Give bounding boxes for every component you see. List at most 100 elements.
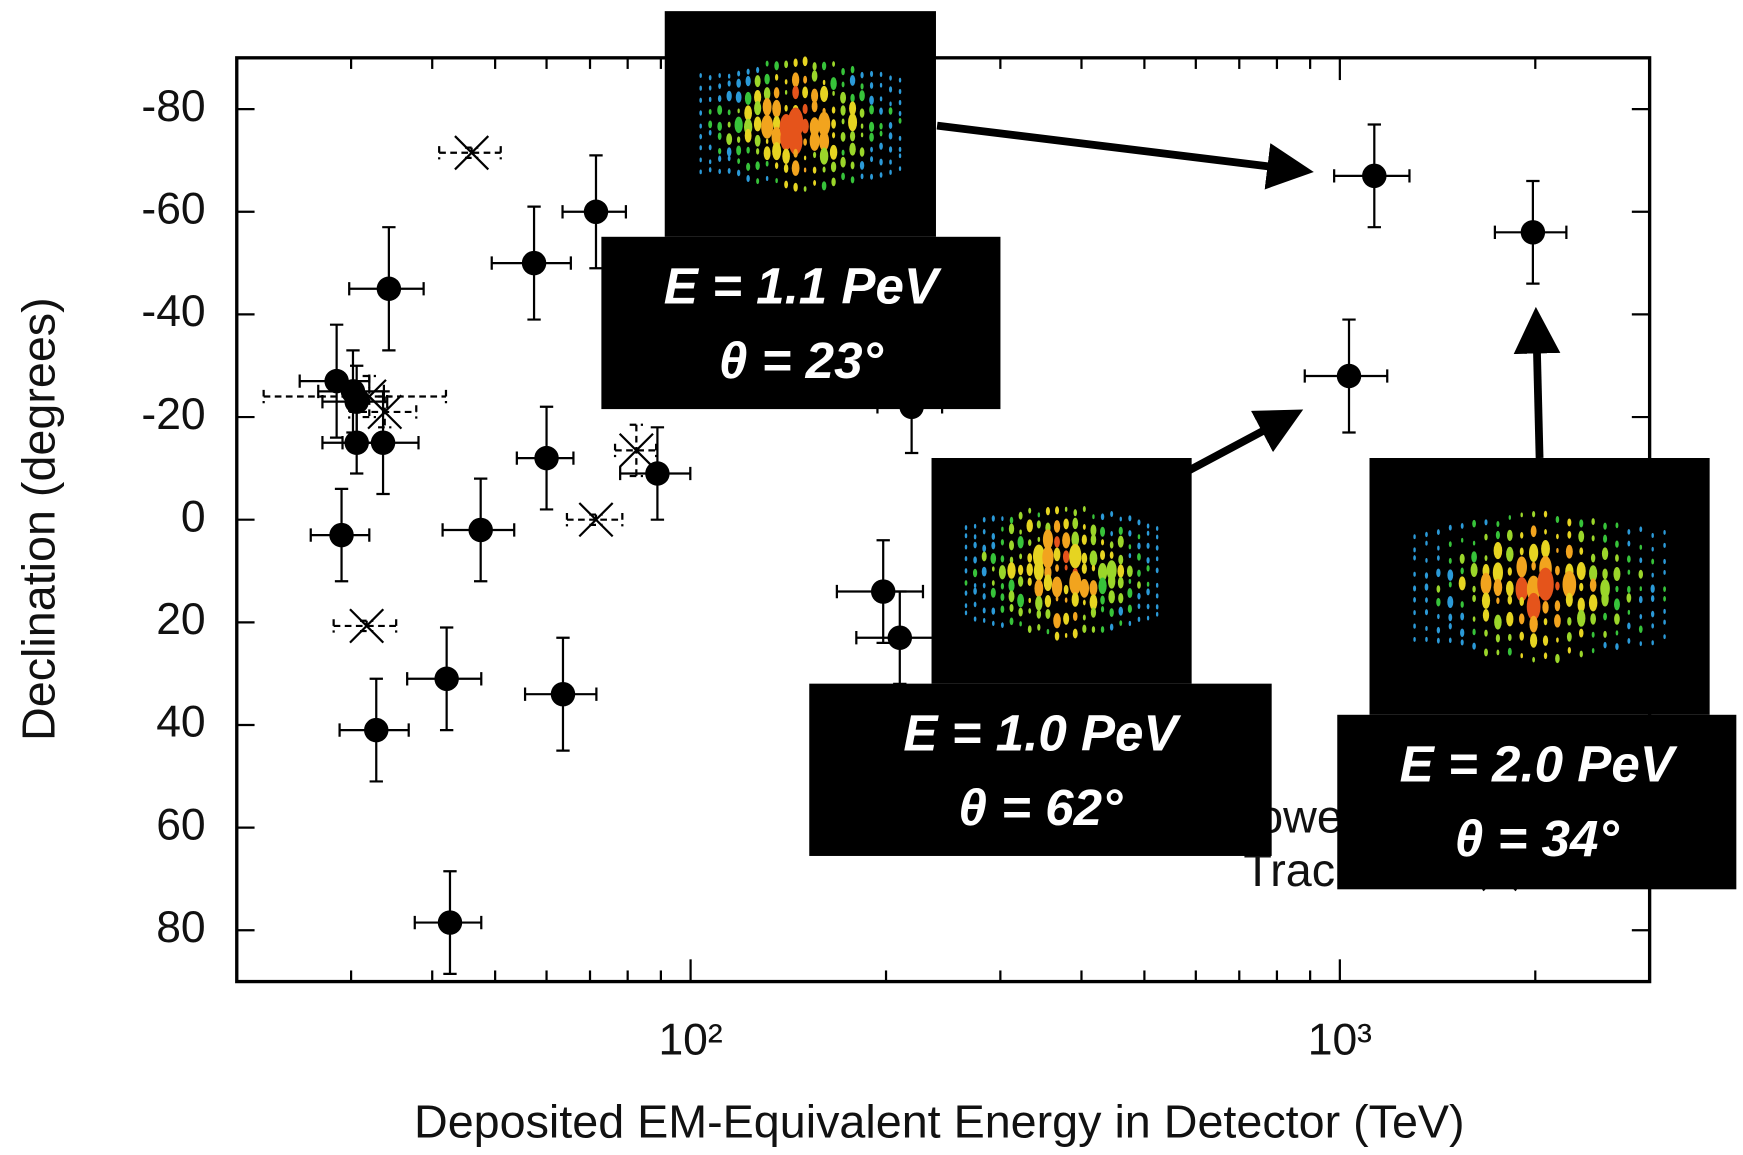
hit-dom [708,120,713,129]
point [578,502,614,538]
hit-dom [1542,601,1549,614]
hit-dom [1043,574,1053,592]
hit-dom [1007,562,1016,579]
hit-dom [1602,568,1608,580]
hit-dom [727,121,731,128]
hit-dom [727,167,731,174]
hit-dom [1155,593,1159,599]
annotation-angle: θ = 34° [1455,810,1620,867]
hit-dom [744,105,752,121]
hit-dom [1492,562,1503,583]
hit-dom [1089,550,1098,567]
hit-dom [734,116,743,134]
hit-dom [1081,563,1087,574]
hit-dom [1627,569,1631,575]
hit-dom [775,178,778,184]
hit-dom [1425,625,1428,631]
hit-dom [1127,588,1133,599]
hit-dom [1100,550,1106,561]
hit-dom [699,85,702,91]
hit-dom [1082,505,1086,512]
hit-dom [1018,511,1023,520]
hit-dom [1496,597,1500,604]
hit-dom [754,75,761,88]
hit-dom [1064,597,1068,603]
hit-dom [1008,523,1015,535]
hit-dom [765,160,769,167]
hit-dom [1128,578,1132,584]
hit-dom [888,132,893,140]
hit-dom [1054,631,1060,641]
hit-dom [1436,529,1440,536]
hit-dom [859,160,865,170]
hit-dom [1520,532,1524,539]
hit-dom [1037,536,1041,542]
hit-dom [1062,550,1070,564]
hit-dom [1413,636,1416,642]
hit-dom [1461,537,1464,543]
hit-dom [784,79,788,85]
hit-dom [964,590,968,596]
y-axis-label: Declination (degrees) [13,297,65,741]
hit-dom [1008,590,1015,603]
hit-dom [783,163,789,173]
hit-dom [1520,653,1523,659]
hit-dom [1051,576,1063,598]
hit-dom [889,101,892,107]
hit-dom [1516,556,1527,578]
hit-dom [784,60,789,69]
hit-dom [1603,522,1607,530]
hit-dom [1137,534,1141,540]
hit-dom [1089,594,1098,610]
point [1520,220,1546,245]
hit-dom [1493,542,1503,560]
hit-dom [1155,604,1159,610]
hit-dom [699,110,703,116]
hit-dom [1033,561,1044,581]
hit-dom [708,85,712,91]
hit-dom [1448,541,1452,548]
hit-dom [699,97,703,103]
hit-dom [717,105,723,115]
hit-dom [761,114,774,139]
hit-dom [1090,534,1097,546]
hit-dom [809,131,820,151]
hit-dom [1436,555,1440,561]
hit-dom [1484,648,1488,657]
hit-dom [1626,593,1632,603]
hit-dom [1541,539,1550,558]
point [1362,163,1387,189]
hit-dom [1082,523,1086,530]
hit-dom [1437,545,1440,551]
hit-dom [1507,595,1513,605]
hit-dom [812,62,817,71]
annotation-energy: E = 2.0 PeV [1400,736,1678,793]
hit-dom [1615,643,1619,651]
hit-dom [898,146,902,153]
hit-dom [756,148,760,155]
hit-dom [1137,581,1141,589]
hit-dom [860,132,864,138]
hit-dom [1034,579,1044,598]
hit-dom [718,147,722,155]
hit-dom [1556,533,1559,540]
hit-dom [973,601,977,608]
hit-dom [1119,516,1122,522]
hit-dom [763,87,771,101]
hit-dom [1026,563,1033,577]
hit-dom [1613,567,1621,581]
hit-dom [1072,628,1078,639]
hit-dom [1117,576,1124,589]
hit-dom [737,158,741,164]
hit-dom [1651,558,1655,565]
hit-dom [1537,567,1554,601]
event-display [931,458,1192,684]
hit-dom [1137,519,1141,526]
hit-dom [1496,649,1500,656]
hit-dom [763,146,771,161]
hit-dom [1146,588,1150,596]
hit-dom [1017,576,1024,587]
point [521,250,547,276]
hit-dom [1470,563,1478,578]
hit-dom [1520,512,1523,518]
